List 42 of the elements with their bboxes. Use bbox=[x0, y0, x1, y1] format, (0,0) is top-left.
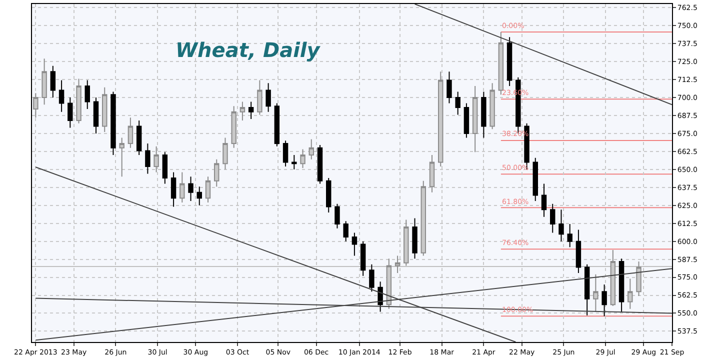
candlestick bbox=[412, 218, 418, 260]
candlestick bbox=[162, 152, 168, 184]
candlestick bbox=[248, 101, 254, 120]
text: Wheat, Daily bbox=[176, 38, 321, 62]
candlestick bbox=[481, 91, 486, 138]
candlestick bbox=[317, 144, 323, 184]
candlestick bbox=[584, 264, 590, 316]
candlestick bbox=[446, 71, 452, 104]
candlestick bbox=[170, 172, 176, 208]
candlestick bbox=[464, 102, 470, 138]
candlestick bbox=[136, 120, 142, 156]
candlestick bbox=[532, 157, 538, 202]
candlestick bbox=[420, 180, 426, 256]
candlestick bbox=[282, 140, 288, 168]
candlestick bbox=[618, 258, 624, 312]
candlestick bbox=[455, 91, 460, 116]
candlestick bbox=[567, 224, 572, 248]
candlestick bbox=[369, 264, 374, 292]
candlestick bbox=[602, 284, 607, 317]
candlestick bbox=[541, 183, 547, 218]
candlestick bbox=[274, 102, 280, 147]
candlestick bbox=[145, 143, 150, 174]
candlestick bbox=[558, 209, 564, 242]
candlestick bbox=[50, 65, 56, 98]
candlestick bbox=[84, 80, 90, 110]
candlestick bbox=[576, 229, 582, 274]
candlestick bbox=[352, 232, 358, 256]
candlestick bbox=[334, 203, 340, 229]
candlestick bbox=[550, 203, 556, 234]
candlestick bbox=[292, 154, 297, 170]
candlestick bbox=[188, 176, 194, 202]
candlestick bbox=[68, 96, 73, 128]
candlestick bbox=[110, 91, 116, 156]
candlestick bbox=[196, 186, 202, 206]
candlestick bbox=[343, 220, 348, 242]
candlestick bbox=[378, 281, 383, 312]
candlestick bbox=[58, 80, 64, 112]
candlestick bbox=[326, 178, 332, 214]
candlestick bbox=[266, 82, 271, 112]
candlestick bbox=[360, 240, 366, 276]
candlestick bbox=[506, 36, 512, 86]
candlestick bbox=[93, 96, 99, 134]
